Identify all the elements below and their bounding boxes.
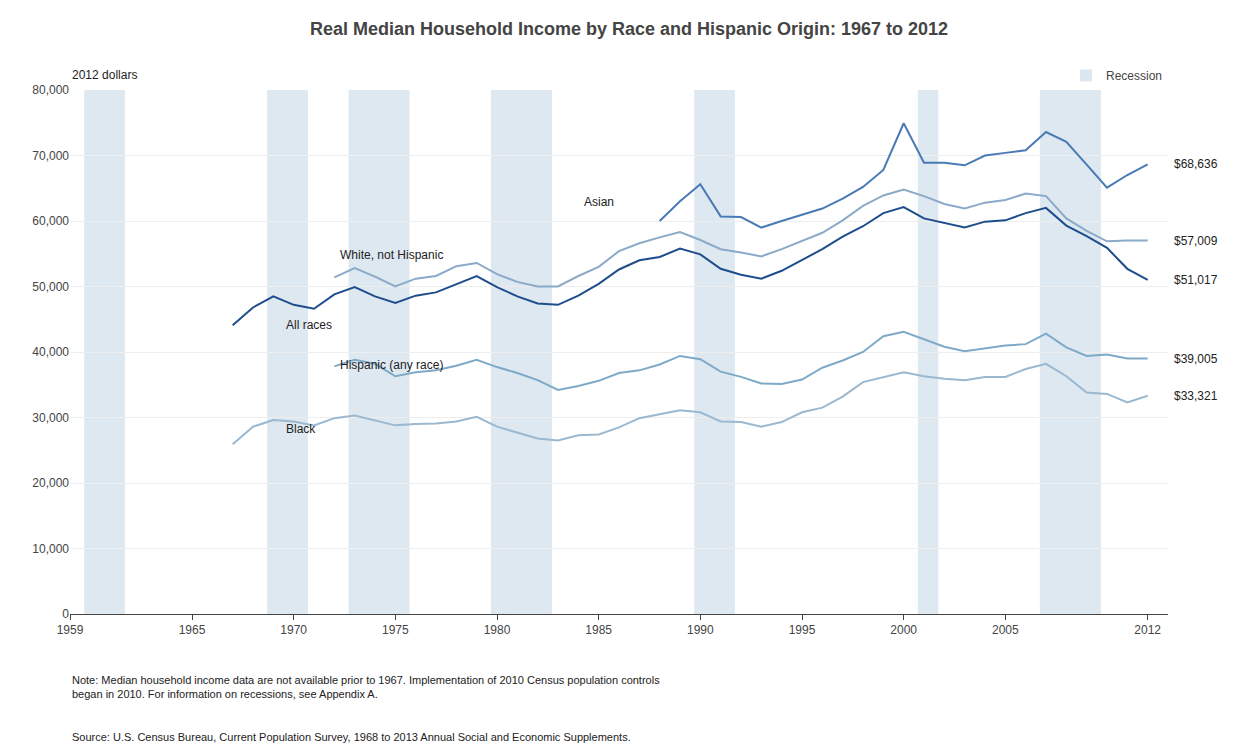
svg-text:All races: All races [286,318,332,332]
svg-text:White, not Hispanic: White, not Hispanic [340,248,443,262]
svg-text:0: 0 [62,607,69,621]
svg-text:$68,636: $68,636 [1174,157,1218,171]
svg-text:$51,017: $51,017 [1174,273,1218,287]
svg-text:Source: U.S. Census Bureau, Cu: Source: U.S. Census Bureau, Current Popu… [72,731,631,743]
svg-text:1980: 1980 [484,623,511,637]
svg-text:1985: 1985 [585,623,612,637]
svg-text:Hispanic (any race): Hispanic (any race) [340,358,443,372]
svg-text:Asian: Asian [584,195,614,209]
svg-text:$57,009: $57,009 [1174,234,1218,248]
svg-text:2012: 2012 [1134,623,1161,637]
svg-text:Black: Black [286,422,316,436]
svg-text:$33,321: $33,321 [1174,389,1218,403]
svg-text:30,000: 30,000 [32,411,69,425]
svg-text:80,000: 80,000 [32,83,69,97]
svg-text:40,000: 40,000 [32,345,69,359]
svg-text:20,000: 20,000 [32,476,69,490]
svg-text:1970: 1970 [280,623,307,637]
svg-text:1959: 1959 [57,623,84,637]
svg-text:Real Median Household Income b: Real Median Household Income by Race and… [310,19,948,39]
svg-text:1975: 1975 [382,623,409,637]
svg-text:2005: 2005 [992,623,1019,637]
svg-text:60,000: 60,000 [32,214,69,228]
svg-text:1990: 1990 [687,623,714,637]
svg-text:2012 dollars: 2012 dollars [72,68,137,82]
svg-text:1995: 1995 [789,623,816,637]
svg-text:70,000: 70,000 [32,149,69,163]
svg-text:$39,005: $39,005 [1174,352,1218,366]
svg-text:1965: 1965 [179,623,206,637]
svg-text:50,000: 50,000 [32,280,69,294]
svg-text:Recession: Recession [1106,69,1162,83]
svg-text:2000: 2000 [890,623,917,637]
svg-text:10,000: 10,000 [32,542,69,556]
svg-text:Note: Median household income: Note: Median household income data are n… [72,674,660,700]
